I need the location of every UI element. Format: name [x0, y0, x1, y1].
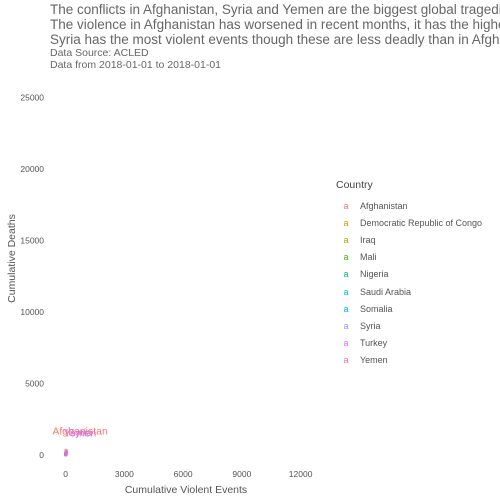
- legend-item: a Yemen: [336, 352, 482, 369]
- legend-key: a: [343, 200, 349, 211]
- legend-item: a Mali: [336, 249, 482, 266]
- legend-label: Turkey: [360, 338, 388, 349]
- legend-item: a Afghanistan: [336, 197, 482, 214]
- legend-key: a: [343, 286, 349, 297]
- chart-title-line-3: Syria has the most violent events though…: [50, 32, 500, 47]
- legend-key: a: [343, 303, 349, 314]
- y-axis-label: Cumulative Deaths: [6, 214, 18, 303]
- legend-label: Iraq: [360, 234, 376, 245]
- date-range: Data from 2018-01-01 to 2018-01-01: [50, 59, 222, 71]
- y-tick-label: 0: [39, 450, 44, 460]
- y-tick-label: 15000: [20, 235, 44, 245]
- point-label-yemen: Yemen: [64, 428, 96, 440]
- legend-item: a Somalia: [336, 300, 482, 317]
- x-axis-label: Cumulative Violent Events: [125, 484, 247, 496]
- point-label-syria: Syria: [68, 427, 92, 439]
- legend-label: Democratic Republic of Congo: [360, 217, 483, 228]
- y-tick-label: 20000: [20, 164, 44, 174]
- legend-label: Saudi Arabia: [360, 286, 412, 297]
- legend-title: Country: [336, 179, 373, 191]
- legend-key: a: [343, 320, 349, 331]
- legend-label: Syria: [360, 320, 381, 331]
- legend-key: a: [343, 252, 349, 263]
- legend-label: Mali: [360, 252, 377, 263]
- x-tick-label: 3000: [115, 469, 134, 479]
- chart-header: The conflicts in Afghanistan, Syria and …: [50, 2, 500, 71]
- legend-label: Afghanistan: [360, 200, 408, 211]
- y-tick-label: 25000: [20, 92, 44, 102]
- x-tick-label: 12000: [289, 469, 313, 479]
- legend-item: a Turkey: [336, 335, 482, 352]
- legend-item: a Saudi Arabia: [336, 283, 482, 300]
- legend-key: a: [343, 269, 349, 280]
- x-tick-label: 0: [63, 469, 68, 479]
- x-tick-label: 6000: [174, 469, 193, 479]
- x-tick-label: 9000: [232, 469, 251, 479]
- legend-item: a Syria: [336, 317, 482, 334]
- legend-key: a: [343, 355, 349, 366]
- chart-title-line-2: The violence in Afghanistan has worsened…: [50, 17, 500, 32]
- legend-label: Nigeria: [360, 269, 389, 280]
- legend-item: a Nigeria: [336, 266, 482, 283]
- legend-item: a Democratic Republic of Congo: [336, 214, 482, 231]
- y-tick-label: 10000: [20, 307, 44, 317]
- legend-item: a Iraq: [336, 231, 482, 248]
- legend-label: Somalia: [360, 303, 393, 314]
- legend-key: a: [343, 217, 349, 228]
- legend-key: a: [343, 338, 349, 349]
- y-tick-label: 5000: [25, 378, 44, 388]
- data-point-yemen: [64, 450, 68, 455]
- data-source: Data Source: ACLED: [50, 47, 149, 59]
- legend: Country a Afghanistan a Democratic Republic…: [336, 179, 482, 369]
- point-label-afghanistan: Afghanistan: [52, 426, 108, 438]
- chart-title-line-1: The conflicts in Afghanistan, Syria and …: [50, 2, 500, 17]
- legend-items: a Afghanistan a Democratic Republic of Cong…: [336, 197, 482, 369]
- legend-key: a: [343, 234, 349, 245]
- legend-label: Yemen: [360, 355, 388, 366]
